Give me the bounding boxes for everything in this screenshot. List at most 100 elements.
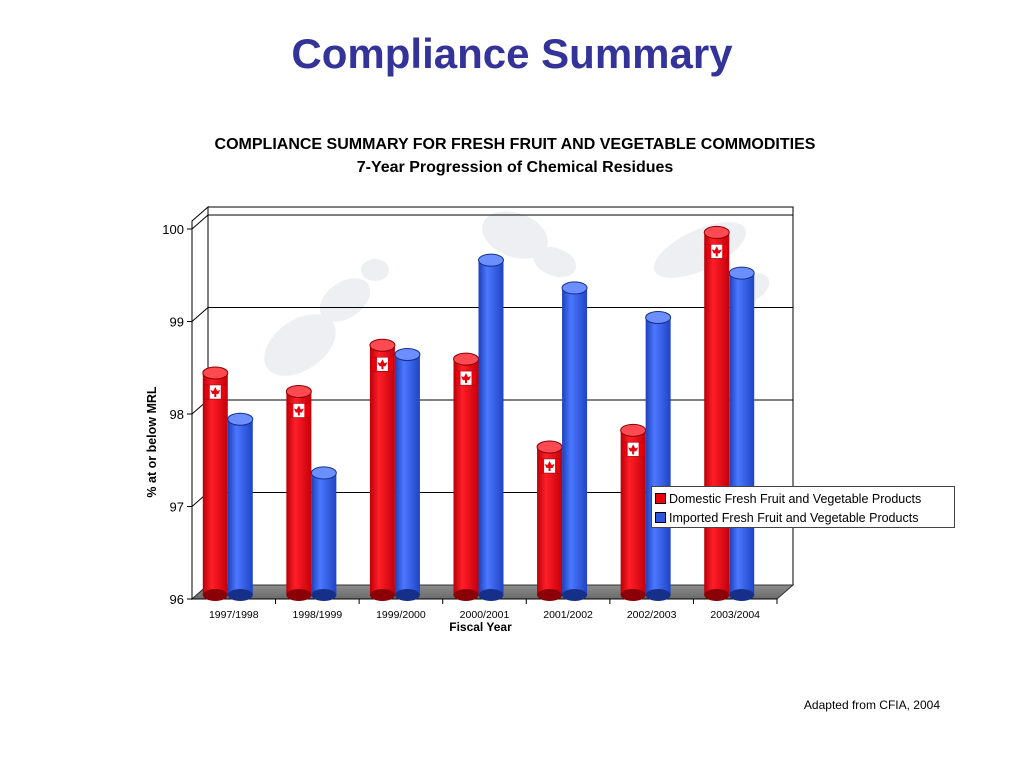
bar-body	[227, 419, 253, 595]
bar-top	[394, 348, 421, 361]
y-tick-label: 98	[170, 407, 184, 422]
source-note: Adapted from CFIA, 2004	[803, 698, 940, 712]
canadian-flag-icon	[538, 458, 561, 474]
bar-base	[704, 589, 730, 601]
bar-top	[645, 311, 672, 324]
flag-band-left	[455, 371, 461, 386]
bar-base	[537, 589, 563, 601]
bar-body	[369, 345, 395, 595]
bar-base	[202, 589, 228, 601]
chart-subtitle: 7-Year Progression of Chemical Residues	[356, 159, 674, 176]
maple-leaf	[711, 246, 722, 257]
chart-legend: Domestic Fresh Fruit and Vegetable Produ…	[651, 486, 955, 528]
bar-top	[227, 412, 254, 426]
bar-imported	[561, 281, 588, 601]
x-tick-label: 2001/2002	[543, 609, 593, 621]
maple-leaf	[628, 444, 639, 455]
chart-title: COMPLIANCE SUMMARY FOR FRESH FRUIT AND V…	[214, 136, 816, 153]
bar-top	[453, 352, 479, 366]
y-tick-label: 100	[162, 222, 184, 237]
bar-body	[453, 359, 479, 595]
chart-title-block: COMPLIANCE SUMMARY FOR FRESH FRUIT AND V…	[90, 133, 940, 179]
bar-base	[394, 589, 420, 601]
maple-leaf	[293, 405, 304, 416]
x-tick-label: 2002/2003	[627, 609, 677, 621]
flag-band-right	[471, 371, 477, 386]
bar-imported	[227, 412, 254, 601]
legend-item-domestic: Domestic Fresh Fruit and Vegetable Produ…	[655, 489, 951, 508]
bar-domestic	[369, 338, 396, 601]
bar-top	[620, 423, 647, 437]
legend-item-imported: Imported Fresh Fruit and Vegetable Produ…	[655, 508, 951, 527]
bar-imported	[478, 253, 504, 601]
flag-band-right	[638, 442, 644, 457]
bar-domestic	[285, 385, 312, 601]
y-tick-label: 99	[170, 315, 184, 330]
flag-band-left	[539, 459, 545, 473]
bar-base	[286, 589, 312, 601]
bar-imported	[645, 311, 672, 601]
bar-imported	[310, 466, 337, 601]
canadian-flag-icon	[204, 384, 227, 400]
bar-top	[478, 253, 504, 267]
flag-band-left	[706, 244, 712, 259]
bar-top	[728, 266, 755, 280]
canadian-flag-icon	[371, 357, 394, 372]
bar-body	[562, 287, 588, 595]
bar-domestic	[202, 366, 229, 601]
flag-band-left	[622, 442, 628, 457]
bar-top	[369, 338, 396, 352]
canadian-flag-icon	[622, 442, 644, 457]
maple-leaf	[377, 359, 388, 370]
bar-base	[478, 589, 504, 601]
bar-body	[645, 317, 671, 595]
x-tick-label: 2003/2004	[710, 609, 760, 621]
bar-body	[394, 354, 420, 595]
y-tick-label: 97	[170, 500, 184, 515]
bar-top	[561, 281, 588, 295]
x-tick-label: 1998/1999	[293, 609, 343, 621]
bar-base	[562, 589, 588, 601]
bar-top	[285, 385, 312, 398]
bar-base	[645, 589, 671, 601]
bar-base	[227, 589, 253, 601]
bar-base	[311, 589, 337, 601]
flag-band-left	[288, 403, 294, 418]
bar-body	[729, 273, 755, 595]
bar-top	[703, 225, 730, 239]
maple-leaf	[544, 461, 555, 471]
legend-label-imported: Imported Fresh Fruit and Vegetable Produ…	[669, 510, 919, 525]
x-axis-title: Fiscal Year	[449, 620, 512, 634]
bar-imported	[394, 348, 421, 601]
bar-body	[311, 472, 337, 595]
maple-leaf	[210, 387, 221, 397]
bar-body	[478, 260, 504, 595]
bar-body	[202, 373, 228, 595]
flag-band-right	[722, 244, 728, 259]
y-axis-title: % at or below MRL	[145, 386, 159, 497]
legend-swatch-domestic	[655, 493, 666, 504]
x-tick-label: 1997/1998	[209, 609, 259, 621]
canadian-flag-icon	[455, 370, 477, 386]
bar-imported	[728, 266, 755, 601]
bar-base	[620, 589, 646, 601]
y-tick-label: 96	[170, 592, 184, 607]
legend-label-domestic: Domestic Fresh Fruit and Vegetable Produ…	[669, 491, 922, 506]
gridline-side	[191, 214, 209, 230]
bar-top	[202, 366, 229, 380]
bar-body	[620, 430, 646, 595]
bar-body	[704, 232, 730, 595]
flag-band-right	[555, 459, 561, 473]
flag-band-right	[220, 385, 226, 399]
bar-base	[453, 589, 479, 601]
x-tick-label: 2000/2001	[460, 609, 510, 621]
bar-base	[729, 589, 755, 601]
canadian-flag-icon	[705, 244, 728, 259]
bar-domestic	[453, 352, 479, 601]
bar-domestic	[703, 225, 730, 601]
flag-band-left	[371, 357, 377, 372]
bar-top	[310, 466, 337, 480]
bar-top	[536, 440, 563, 454]
slide-title: Compliance Summary	[291, 30, 733, 77]
